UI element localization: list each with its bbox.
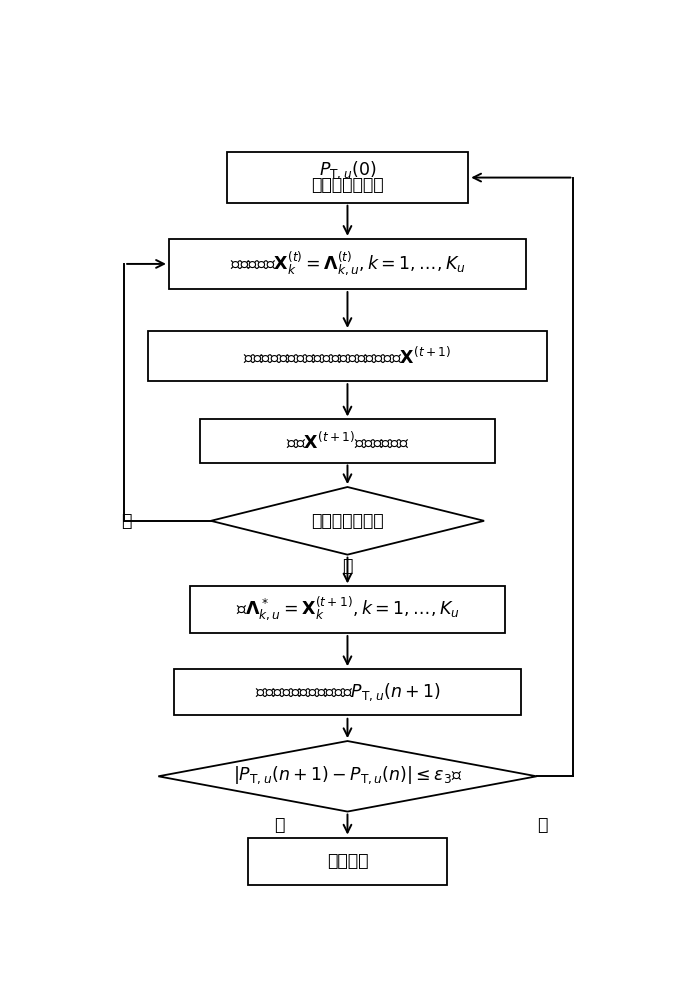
Text: 否: 否 (121, 512, 132, 530)
Text: 初始化发送功率: 初始化发送功率 (311, 176, 384, 194)
Polygon shape (211, 487, 484, 555)
FancyBboxPatch shape (190, 586, 505, 633)
FancyBboxPatch shape (148, 331, 547, 381)
FancyBboxPatch shape (169, 239, 526, 289)
Text: 否: 否 (537, 816, 547, 834)
Text: 利用牛顿法求解分式方程，更新注水结果$\mathbf{X}^{(t+1)}$: 利用牛顿法求解分式方程，更新注水结果$\mathbf{X}^{(t+1)}$ (243, 346, 452, 366)
Text: $\left|P_{\mathrm{T},u}(n+1)-P_{\mathrm{T},u}(n)\right|\leq\varepsilon_3$？: $\left|P_{\mathrm{T},u}(n+1)-P_{\mathrm{… (233, 765, 462, 787)
FancyBboxPatch shape (247, 838, 447, 885)
Text: $P_{\mathrm{T},u}(0)$: $P_{\mathrm{T},u}(0)$ (319, 159, 376, 181)
Text: 是: 是 (274, 816, 284, 834)
Text: 令辅助矩阵$\mathbf{X}_k^{(t)}=\mathbf{\Lambda}_{k,u}^{(t)},k=1,\ldots,K_u$: 令辅助矩阵$\mathbf{X}_k^{(t)}=\mathbf{\Lambda… (230, 250, 465, 278)
Text: 终止迭代: 终止迭代 (327, 852, 368, 870)
Text: 根据$\mathbf{X}^{(t+1)}$计算用户速率: 根据$\mathbf{X}^{(t+1)}$计算用户速率 (286, 431, 409, 451)
Text: 令$\mathbf{\Lambda}^*_{k,u}=\mathbf{X}_k^{(t+1)},k=1,\ldots,K_u$: 令$\mathbf{\Lambda}^*_{k,u}=\mathbf{X}_k^… (236, 595, 459, 623)
Polygon shape (159, 741, 537, 812)
Text: 用户速率收敛？: 用户速率收敛？ (311, 512, 384, 530)
FancyBboxPatch shape (226, 152, 468, 203)
Text: 是: 是 (342, 557, 353, 575)
FancyBboxPatch shape (201, 419, 495, 463)
Text: 利用梯度法更新发射功率$P_{\mathrm{T},u}(n+1)$: 利用梯度法更新发射功率$P_{\mathrm{T},u}(n+1)$ (255, 681, 440, 703)
FancyBboxPatch shape (174, 669, 521, 715)
